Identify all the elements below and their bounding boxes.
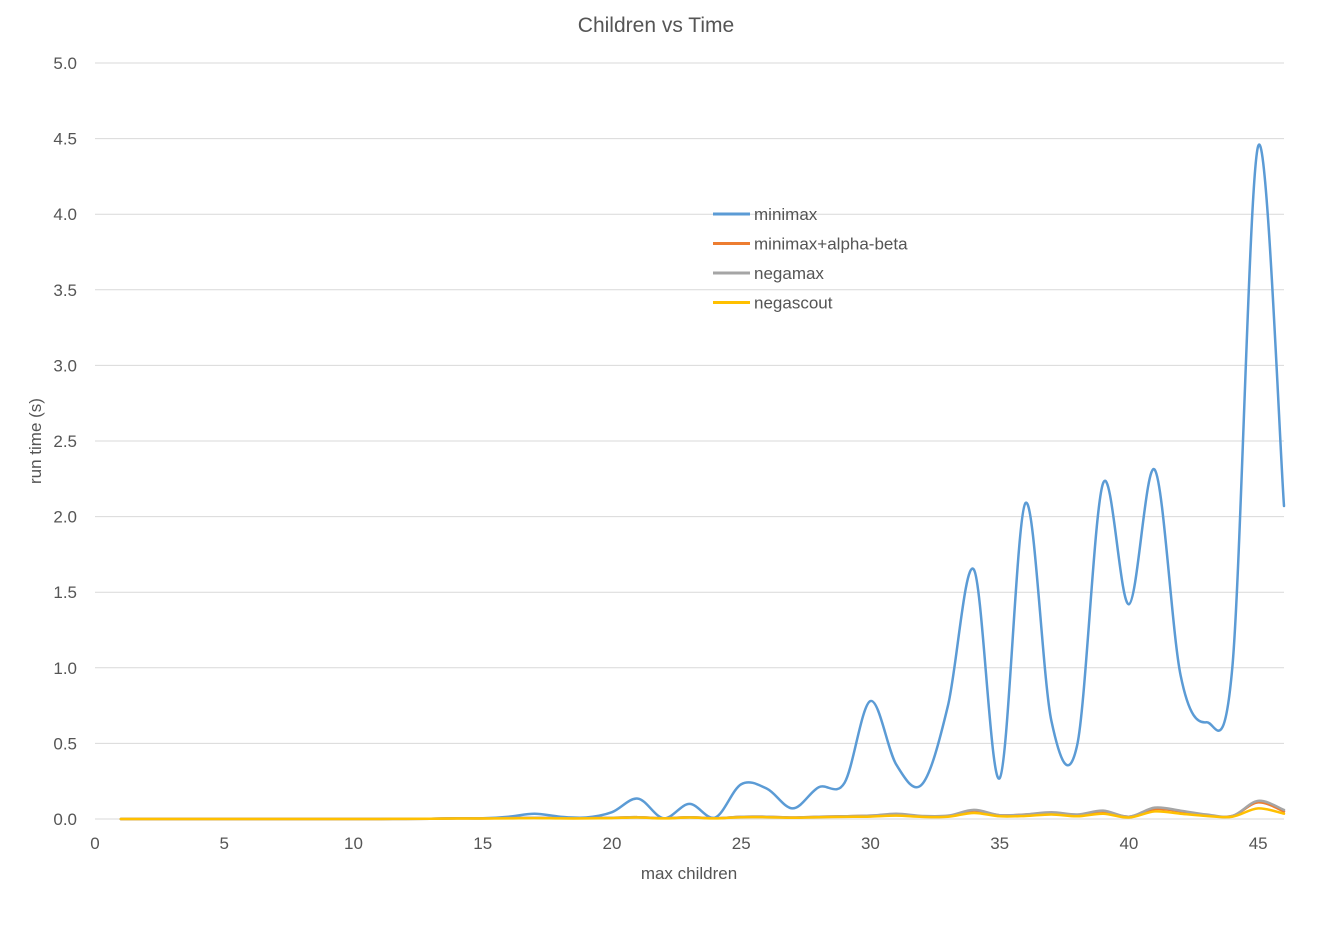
legend-label: minimax	[754, 205, 818, 224]
x-tick-label: 0	[90, 834, 99, 853]
x-tick-label: 25	[732, 834, 751, 853]
x-axis-ticks: 0 5 10 15 20 25 30 35 40 45	[90, 834, 1267, 853]
y-tick-label: 2.5	[53, 432, 77, 451]
y-tick-label: 1.0	[53, 659, 77, 678]
x-tick-label: 5	[220, 834, 229, 853]
y-tick-label: 4.5	[53, 130, 77, 149]
x-tick-label: 10	[344, 834, 363, 853]
series-line-negascout	[119, 807, 1286, 821]
y-tick-label: 3.0	[53, 356, 77, 375]
legend-label: negamax	[754, 264, 824, 283]
y-axis-title: run time (s)	[26, 398, 45, 484]
legend: minimax minimax+alpha-beta negamax negascou…	[713, 205, 908, 313]
x-tick-label: 35	[990, 834, 1009, 853]
gridlines	[95, 62, 1284, 820]
legend-item: minimax+alpha-beta	[713, 235, 908, 254]
x-tick-label: 15	[473, 834, 492, 853]
legend-label: negascout	[754, 294, 833, 313]
y-tick-label: 3.5	[53, 281, 77, 300]
legend-label: minimax+alpha-beta	[754, 235, 908, 254]
x-tick-label: 40	[1119, 834, 1138, 853]
x-tick-label: 30	[861, 834, 880, 853]
legend-item: minimax	[713, 205, 818, 224]
series-lines	[119, 143, 1286, 821]
legend-item: negamax	[713, 264, 824, 283]
y-axis-ticks: 0.0 0.5 1.0 1.5 2.0 2.5 3.0 3.5 4.0 4.5 5.0	[53, 54, 77, 829]
series-line-minimax	[119, 143, 1286, 821]
legend-item: negascout	[713, 294, 833, 313]
y-tick-label: 1.5	[53, 583, 77, 602]
chart-title: Children vs Time	[578, 14, 734, 37]
y-tick-label: 5.0	[53, 54, 77, 73]
series-line-negamax	[119, 799, 1286, 821]
y-tick-label: 0.0	[53, 810, 77, 829]
x-axis-title: max children	[641, 864, 737, 883]
x-tick-label: 45	[1249, 834, 1268, 853]
x-tick-label: 20	[602, 834, 621, 853]
y-tick-label: 2.0	[53, 508, 77, 527]
y-tick-label: 4.0	[53, 205, 77, 224]
y-tick-label: 0.5	[53, 734, 77, 753]
